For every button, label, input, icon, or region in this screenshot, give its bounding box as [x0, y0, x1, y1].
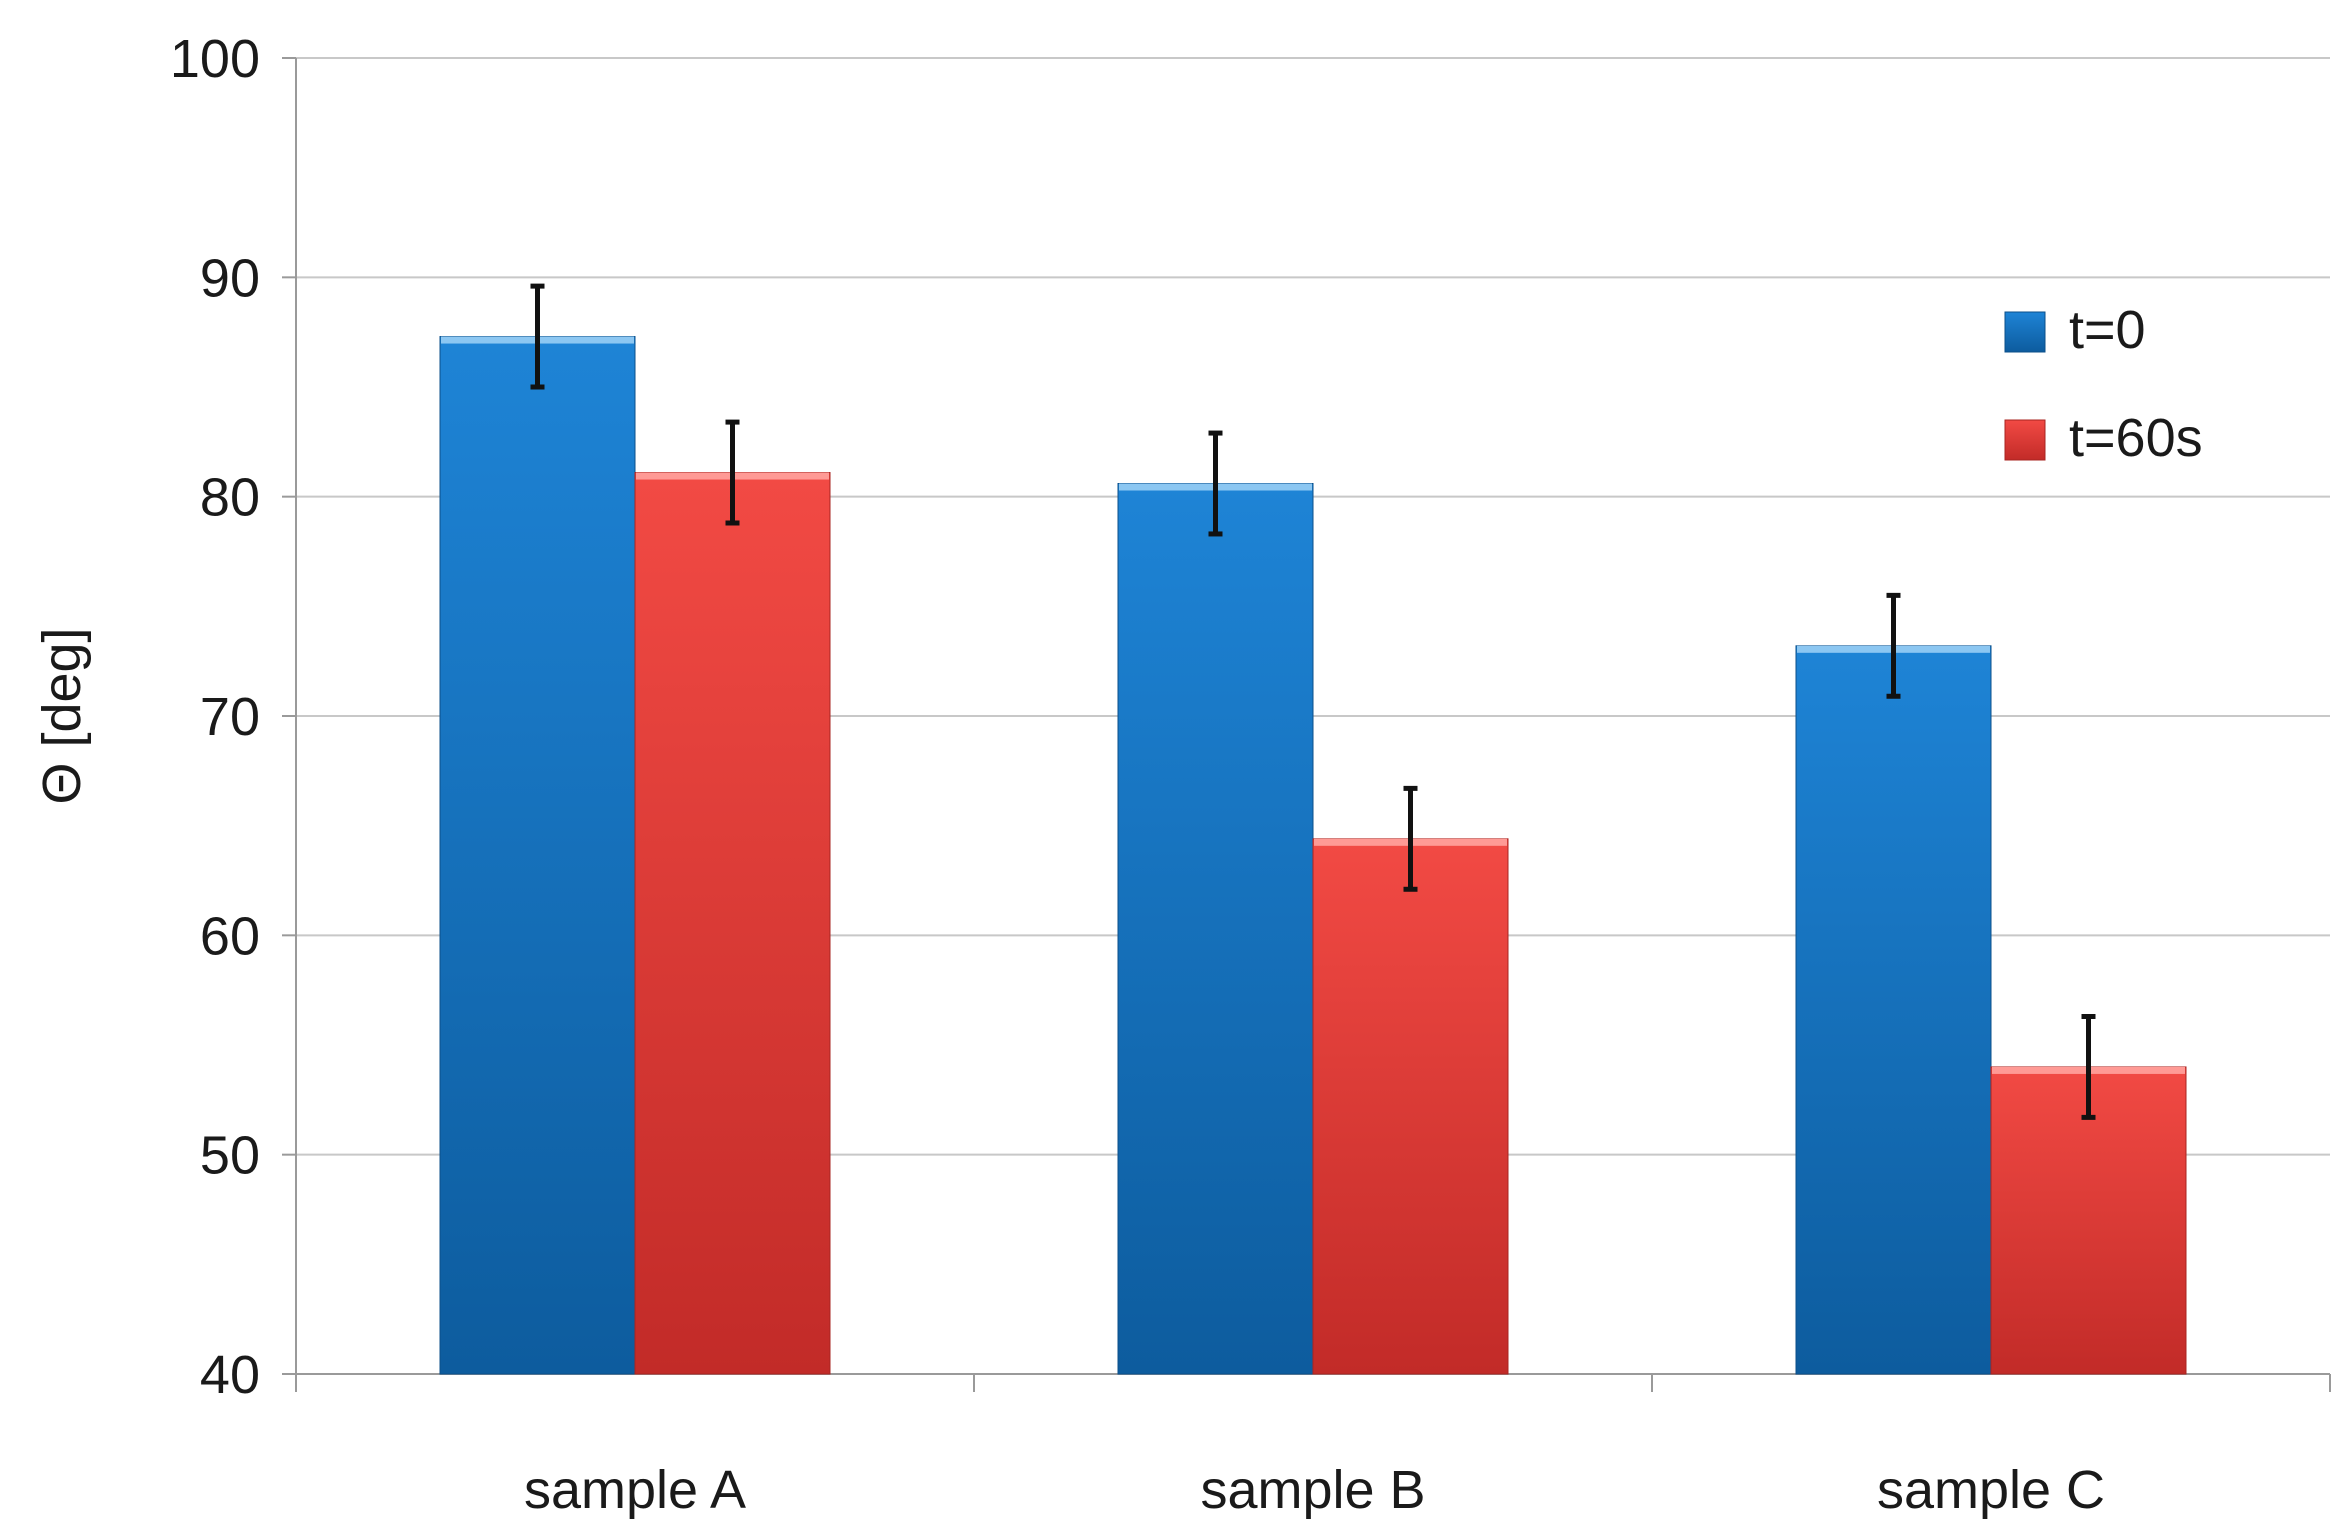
- error-bars: [530, 283, 2096, 1120]
- legend-label: t=60s: [2069, 408, 2203, 468]
- x-category-label: sample A: [524, 1460, 746, 1520]
- y-tick-label: 40: [200, 1345, 260, 1405]
- bar: [1312, 838, 1509, 1375]
- x-category-label: sample B: [1200, 1460, 1425, 1520]
- bar: [634, 472, 831, 1375]
- y-axis-title: Θ [deg]: [32, 627, 92, 804]
- bar: [1117, 483, 1314, 1375]
- legend-swatch: [2004, 311, 2046, 353]
- y-tick-label: 100: [170, 29, 260, 89]
- bar: [439, 336, 636, 1375]
- y-tick-label: 80: [200, 468, 260, 528]
- legend-label: t=0: [2069, 300, 2146, 360]
- error-bar: [1208, 430, 1223, 537]
- error-bar: [1886, 592, 1901, 699]
- bars: [439, 336, 2187, 1375]
- bar: [1795, 645, 1992, 1375]
- error-bar: [530, 283, 545, 390]
- y-tick-label: 90: [200, 248, 260, 308]
- error-bar: [2081, 1013, 2096, 1120]
- y-tick-label: 70: [200, 687, 260, 747]
- y-tick-label: 50: [200, 1126, 260, 1186]
- error-bar: [1403, 785, 1418, 892]
- labels: 40 50 60 70 80 90 100 sample A sample B sample C Θ…: [32, 29, 2105, 1520]
- error-bar: [725, 419, 740, 526]
- legend: t=0 t=60s: [2004, 300, 2203, 468]
- y-tick-label: 60: [200, 906, 260, 966]
- legend-swatch: [2004, 419, 2046, 461]
- x-category-label: sample C: [1877, 1460, 2105, 1520]
